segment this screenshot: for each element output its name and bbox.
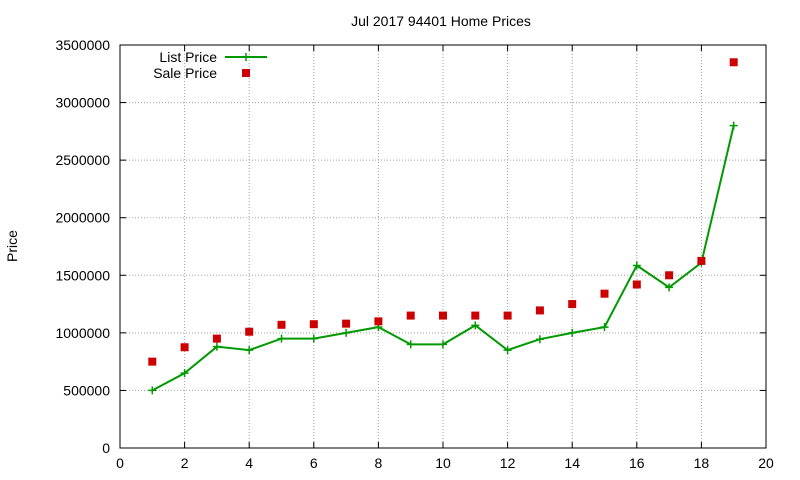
y-axis-label: Price bbox=[4, 230, 20, 262]
sale-price-point bbox=[503, 311, 512, 320]
list-price-point bbox=[406, 340, 415, 349]
sale-price-point bbox=[600, 289, 609, 298]
x-tick-label: 0 bbox=[116, 455, 124, 471]
sale-price-point bbox=[180, 343, 189, 352]
list-price-point bbox=[309, 334, 318, 343]
list-price-point bbox=[212, 342, 221, 351]
list-price-point bbox=[568, 328, 577, 337]
y-tick-label: 2500000 bbox=[55, 152, 110, 168]
list-price-point bbox=[632, 261, 641, 270]
sale-price-point bbox=[374, 317, 383, 326]
list-price-point bbox=[180, 369, 189, 378]
x-tick-label: 4 bbox=[245, 455, 253, 471]
sale-price-point bbox=[212, 334, 221, 343]
list-price-point bbox=[503, 346, 512, 355]
x-tick-label: 2 bbox=[181, 455, 189, 471]
list-price-point bbox=[439, 340, 447, 349]
grid-lines bbox=[120, 45, 766, 448]
sale-price-point bbox=[277, 320, 286, 329]
list-price-point bbox=[729, 121, 738, 130]
list-price-point bbox=[148, 386, 157, 395]
list-price-point bbox=[277, 334, 286, 343]
x-tick-label: 20 bbox=[758, 455, 774, 471]
list-price-point bbox=[471, 321, 480, 330]
sale-price-point bbox=[535, 306, 544, 315]
sale-price-point bbox=[697, 256, 706, 265]
legend-cross-sample bbox=[242, 53, 250, 61]
x-tick-label: 6 bbox=[310, 455, 318, 471]
sale-price-point bbox=[309, 320, 318, 329]
sale-price-point bbox=[471, 311, 480, 320]
x-tick-label: 12 bbox=[500, 455, 516, 471]
y-tick-label: 3000000 bbox=[55, 95, 110, 111]
legend-label: Sale Price bbox=[153, 65, 217, 81]
legend-label: List Price bbox=[159, 49, 217, 65]
series-layer bbox=[148, 58, 738, 395]
sale-price-point bbox=[665, 271, 674, 280]
list-price-point bbox=[342, 328, 351, 337]
x-tick-label: 18 bbox=[694, 455, 710, 471]
series-sale-price bbox=[148, 58, 738, 366]
y-tick-label: 1000000 bbox=[55, 325, 110, 341]
x-tick-label: 8 bbox=[375, 455, 383, 471]
list-price-point bbox=[600, 323, 609, 332]
sale-price-point bbox=[632, 280, 641, 289]
legend-square-sample bbox=[242, 69, 250, 77]
y-tick-label: 1500000 bbox=[55, 267, 110, 283]
x-tick-label: 14 bbox=[564, 455, 580, 471]
sale-price-point bbox=[406, 311, 415, 320]
sale-price-point bbox=[568, 300, 577, 309]
sale-price-point bbox=[729, 58, 738, 67]
y-tick-label: 500000 bbox=[63, 382, 110, 398]
list-price-point bbox=[535, 335, 544, 344]
y-tick-label: 2000000 bbox=[55, 210, 110, 226]
sale-price-point bbox=[342, 319, 351, 328]
series-list-price bbox=[148, 121, 738, 395]
list-price-point bbox=[245, 346, 254, 355]
x-tick-label: 16 bbox=[629, 455, 645, 471]
sale-price-point bbox=[148, 357, 157, 366]
list-price-point bbox=[665, 283, 674, 292]
y-tick-label: 3500000 bbox=[55, 37, 110, 53]
sale-price-point bbox=[245, 327, 254, 336]
y-tick-label: 0 bbox=[102, 440, 110, 456]
sale-price-point bbox=[439, 311, 447, 320]
x-tick-label: 10 bbox=[435, 455, 451, 471]
axis-ticks: 0 2 4 6 8 10 12 14 16 18 20 0 500000 1000000 1500000 20… bbox=[55, 37, 774, 471]
chart-title: Jul 2017 94401 Home Prices bbox=[351, 13, 531, 29]
